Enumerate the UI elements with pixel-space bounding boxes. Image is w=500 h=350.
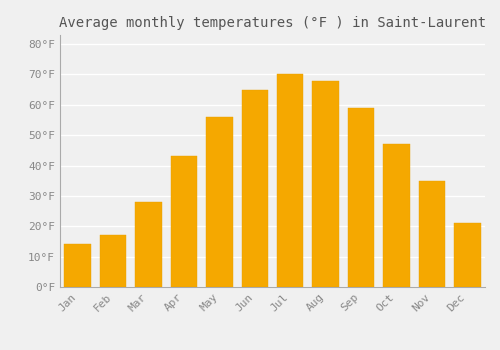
Bar [277,75,303,287]
Bar [100,236,126,287]
Bar [383,144,409,287]
Bar [348,108,374,287]
Bar [64,245,91,287]
Bar [454,223,480,287]
Bar [136,202,162,287]
Bar [206,117,233,287]
Bar [418,181,445,287]
Bar [242,90,268,287]
Bar [170,156,197,287]
Title: Average monthly temperatures (°F ) in Saint-Laurent: Average monthly temperatures (°F ) in Sa… [59,16,486,30]
Bar [312,80,339,287]
